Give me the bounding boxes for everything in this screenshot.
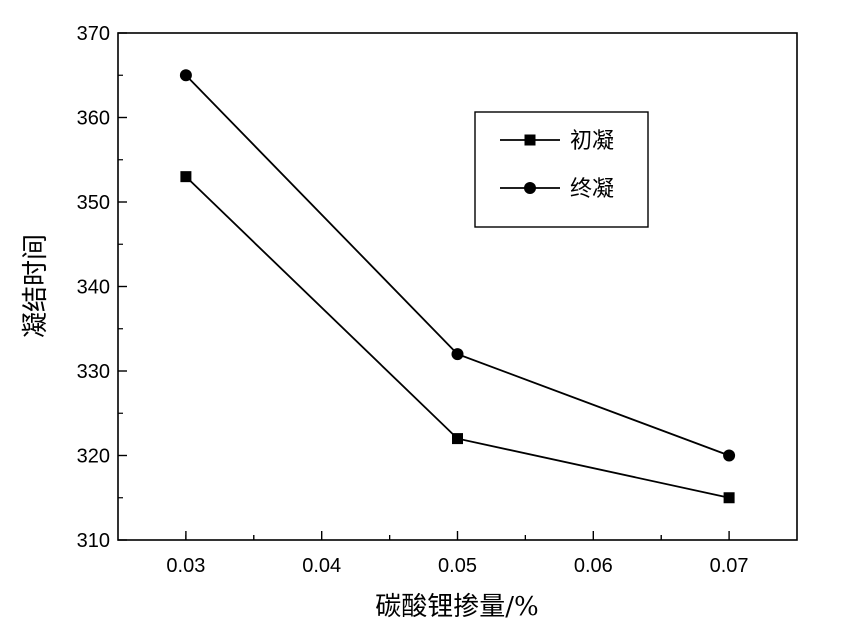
x-tick-label: 0.03 — [166, 555, 205, 577]
x-axis: 0.03 0.04 0.05 0.06 0.07 — [166, 531, 749, 577]
legend-box — [474, 111, 649, 228]
series-layer — [179, 69, 736, 504]
y-axis: 310 320 330 340 350 360 370 — [77, 23, 127, 552]
legend-label-initial: 初凝 — [570, 129, 614, 154]
legend-marker-square — [524, 134, 536, 146]
x-axis-title: 碳酸锂掺量/% — [375, 592, 538, 622]
data-point-circle — [179, 69, 192, 82]
data-point-square — [723, 492, 735, 504]
data-point-square — [180, 171, 192, 183]
x-tick-label: 0.06 — [574, 555, 613, 577]
y-tick-label: 370 — [77, 23, 110, 45]
x-tick-label: 0.07 — [710, 555, 749, 577]
legend-marker-circle — [524, 182, 536, 194]
legend-label-final: 终凝 — [570, 177, 614, 202]
y-tick-label: 340 — [77, 277, 110, 299]
y-tick-label: 350 — [77, 192, 110, 214]
y-tick-label: 320 — [77, 446, 110, 468]
y-tick-label: 310 — [77, 530, 110, 552]
data-point-square — [452, 433, 463, 445]
x-tick-label: 0.05 — [438, 555, 477, 577]
data-point-circle — [451, 348, 464, 361]
y-axis-title: 凝结时间 — [21, 234, 51, 338]
data-point-circle — [723, 449, 736, 462]
y-tick-label: 360 — [77, 108, 110, 130]
legend: 初凝 终凝 — [474, 111, 649, 228]
x-tick-label: 0.04 — [302, 555, 341, 577]
y-tick-label: 330 — [77, 361, 110, 383]
